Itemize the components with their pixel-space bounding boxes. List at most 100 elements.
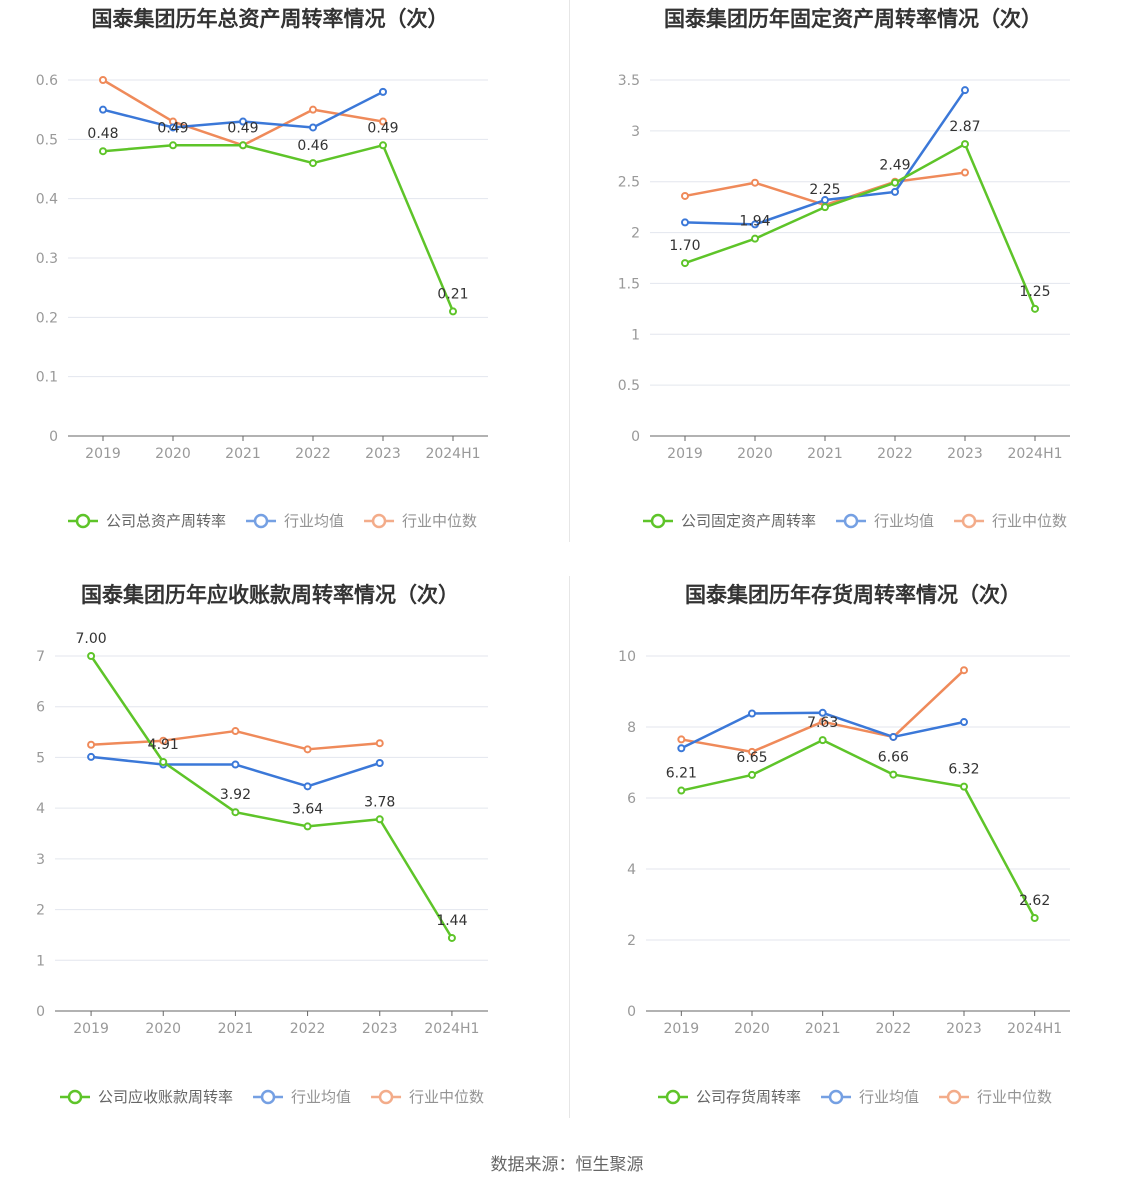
y-tick-label: 0 xyxy=(36,1004,45,1020)
legend-marker xyxy=(961,513,977,529)
legend-item-company-series[interactable]: 公司总资产周转率 xyxy=(68,512,226,530)
legend-item-company-series[interactable]: 公司固定资产周转率 xyxy=(643,512,816,530)
industry-mean-series xyxy=(677,708,968,753)
legend-marker xyxy=(260,1089,276,1105)
data-point[interactable] xyxy=(379,87,387,96)
data-point[interactable] xyxy=(960,666,968,675)
data-point[interactable] xyxy=(309,105,317,114)
y-tick-label: 0 xyxy=(627,1004,636,1020)
data-point[interactable] xyxy=(751,178,759,187)
data-point[interactable] xyxy=(960,782,968,791)
data-point[interactable] xyxy=(159,757,168,766)
data-point[interactable] xyxy=(309,159,317,168)
x-tick-label: 2020 xyxy=(737,446,773,462)
legend-label: 行业中位数 xyxy=(992,512,1067,530)
data-point[interactable] xyxy=(375,815,384,824)
data-point[interactable] xyxy=(87,752,96,761)
data-point[interactable] xyxy=(821,196,829,205)
data-point[interactable] xyxy=(379,117,387,126)
series-line xyxy=(102,144,455,312)
legend-item-industry-mean-series[interactable]: 行业均值 xyxy=(836,512,934,530)
data-point[interactable] xyxy=(677,735,686,744)
legend-marker xyxy=(371,513,387,529)
data-point[interactable] xyxy=(751,220,759,229)
legend-item-industry-mean-series[interactable]: 行业均值 xyxy=(246,512,344,530)
data-label: 0.21 xyxy=(437,286,468,302)
chart-svg: 国泰集团历年应收账款周转率情况（次） 0 1 2 3 4 5 6 7 2019 2020 2021 20… xyxy=(36,583,488,1106)
data-point[interactable] xyxy=(447,933,456,942)
company-series: 6.21 6.65 7.63 6.66 6.32 2.62 xyxy=(666,715,1050,922)
data-label: 1.44 xyxy=(436,913,467,929)
data-point[interactable] xyxy=(303,782,312,791)
legend-item-industry-median-series[interactable]: 行业中位数 xyxy=(364,512,477,530)
data-point[interactable] xyxy=(1030,913,1039,922)
data-point[interactable] xyxy=(677,786,686,795)
x-tick-label: 2019 xyxy=(664,1021,700,1037)
data-point[interactable] xyxy=(169,123,177,132)
legend-item-industry-mean-series[interactable]: 行业均值 xyxy=(821,1088,919,1106)
data-point[interactable] xyxy=(239,117,247,126)
legend-item-company-series[interactable]: 公司应收账款周转率 xyxy=(60,1088,233,1106)
x-tick-label: 2023 xyxy=(365,446,401,462)
data-label: 1.94 xyxy=(739,214,770,230)
data-point[interactable] xyxy=(231,727,240,736)
data-point[interactable] xyxy=(961,168,969,177)
data-point[interactable] xyxy=(748,747,756,756)
data-point[interactable] xyxy=(818,717,827,726)
x-tick-label: 2019 xyxy=(73,1021,109,1037)
data-point[interactable] xyxy=(99,147,107,156)
data-point[interactable] xyxy=(239,141,247,150)
data-point[interactable] xyxy=(1031,304,1039,313)
data-point[interactable] xyxy=(889,732,898,741)
data-point[interactable] xyxy=(889,770,898,779)
y-tick-label: 0.3 xyxy=(36,251,58,267)
data-point[interactable] xyxy=(303,822,312,831)
data-point[interactable] xyxy=(379,141,387,150)
legend: 公司存货周转率 行业均值 行业中位数 xyxy=(658,1088,1052,1106)
data-label: 7.63 xyxy=(807,715,838,731)
data-point[interactable] xyxy=(375,739,384,748)
data-point[interactable] xyxy=(681,259,689,268)
data-label: 6.66 xyxy=(878,750,909,766)
data-point[interactable] xyxy=(681,218,689,227)
data-label: 6.21 xyxy=(666,766,697,782)
data-point[interactable] xyxy=(449,307,457,316)
y-tick-label: 5 xyxy=(36,750,45,766)
data-point[interactable] xyxy=(821,203,829,212)
legend-label: 公司存货周转率 xyxy=(696,1088,801,1106)
data-point[interactable] xyxy=(677,744,686,753)
data-point[interactable] xyxy=(818,708,827,717)
series-line xyxy=(681,738,1036,919)
data-point[interactable] xyxy=(961,140,969,149)
data-point[interactable] xyxy=(891,187,899,196)
data-point[interactable] xyxy=(961,86,969,95)
data-point[interactable] xyxy=(303,745,312,754)
data-point[interactable] xyxy=(309,123,317,132)
data-point[interactable] xyxy=(231,760,240,769)
data-point[interactable] xyxy=(891,178,899,187)
data-point[interactable] xyxy=(960,718,968,727)
data-point[interactable] xyxy=(87,652,96,660)
data-point[interactable] xyxy=(231,808,240,817)
y-tick-label: 7 xyxy=(36,649,45,665)
data-point[interactable] xyxy=(99,76,107,84)
data-point[interactable] xyxy=(87,740,96,749)
data-point[interactable] xyxy=(159,736,168,745)
data-point[interactable] xyxy=(748,709,756,718)
x-tick-label: 2020 xyxy=(734,1021,770,1037)
legend-marker xyxy=(67,1089,83,1105)
data-point[interactable] xyxy=(99,105,107,114)
legend-item-industry-median-series[interactable]: 行业中位数 xyxy=(954,512,1067,530)
y-tick-label: 10 xyxy=(618,649,636,665)
data-point[interactable] xyxy=(681,191,689,200)
data-point[interactable] xyxy=(375,759,384,768)
data-point[interactable] xyxy=(818,736,827,745)
legend-item-company-series[interactable]: 公司存货周转率 xyxy=(658,1088,801,1106)
data-point[interactable] xyxy=(748,770,756,779)
chart-fixed-asset-turnover: 国泰集团历年固定资产周转率情况（次） 0 0.5 1 1.5 2 2.5 3 3.5 2019 20… xyxy=(567,0,1134,560)
legend-item-industry-median-series[interactable]: 行业中位数 xyxy=(939,1088,1052,1106)
legend-item-industry-mean-series[interactable]: 行业均值 xyxy=(253,1088,351,1106)
data-point[interactable] xyxy=(751,234,759,243)
legend-item-industry-median-series[interactable]: 行业中位数 xyxy=(371,1088,484,1106)
data-point[interactable] xyxy=(169,141,177,150)
